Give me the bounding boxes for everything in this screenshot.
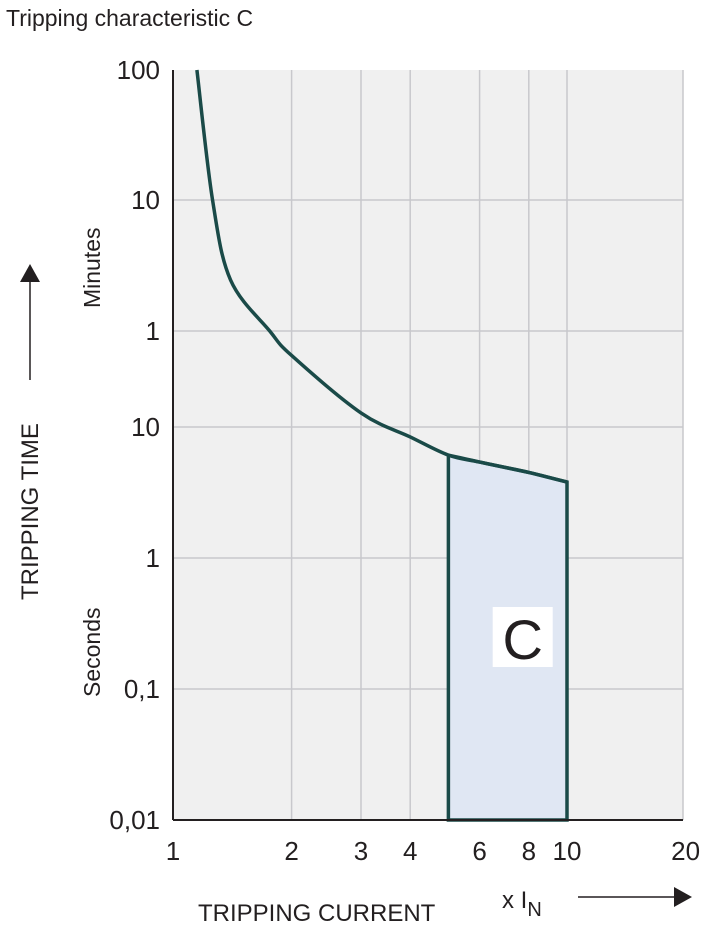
chart-title: Tripping characteristic C xyxy=(6,5,253,31)
minutes-label: Minutes xyxy=(79,227,105,308)
c-label-box xyxy=(492,607,553,667)
x-tick-label: 6 xyxy=(472,836,486,866)
band: C xyxy=(446,452,569,822)
seconds-label: Seconds xyxy=(79,607,105,697)
y-tick-label: 100 xyxy=(117,55,160,85)
y-tick-label: 1 xyxy=(146,543,160,573)
x-tick-label: 1 xyxy=(166,836,180,866)
x-tick-label: 20 xyxy=(671,836,700,866)
y-tick-label: 10 xyxy=(131,412,160,442)
x-tick-label: 3 xyxy=(354,836,368,866)
y-tick-label: 0,1 xyxy=(124,674,160,704)
x-axis-label: TRIPPING CURRENT xyxy=(198,900,436,927)
y-tick-label: 0,01 xyxy=(109,805,160,835)
x-tick-label: 4 xyxy=(403,836,417,866)
y-tick-label: 10 xyxy=(131,185,160,215)
y-axis-label: TRIPPING TIME xyxy=(17,423,44,600)
x-tick-label: 8 xyxy=(522,836,536,866)
y-arrow-head-icon xyxy=(20,264,40,282)
y-tick-label: 1 xyxy=(146,316,160,346)
tripping-curve xyxy=(195,69,568,484)
x-unit-label: x IN xyxy=(502,887,542,921)
c-label: C xyxy=(502,608,542,671)
x-tick-label: 2 xyxy=(284,836,298,866)
x-tick-label: 10 xyxy=(553,836,582,866)
x-arrow-head-icon xyxy=(674,887,692,907)
